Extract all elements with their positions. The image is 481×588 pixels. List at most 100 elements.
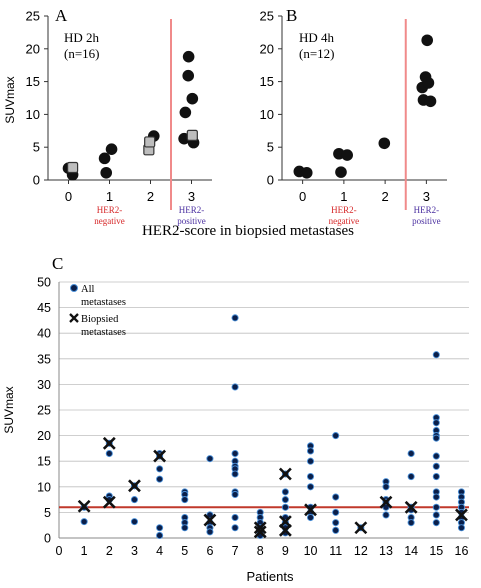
panel-c-metastasis-dot-point — [156, 524, 164, 532]
panel-c-y-tick-label: 5 — [44, 506, 51, 520]
panel-c-y-tick-label: 15 — [37, 455, 51, 469]
panel-c-y-tick-label: 35 — [37, 352, 51, 366]
panel-c-metastasis-dot-point — [130, 518, 139, 526]
panel-c-metastasis-dot-point — [156, 531, 164, 539]
panel-c-y-tick-label: 40 — [37, 327, 51, 341]
panel-c-biopsied-cross-point — [278, 467, 292, 481]
panel-c-metastasis-dot-point — [130, 496, 139, 504]
panel-b-dark-circle-point — [300, 166, 313, 179]
shared-x-axis-label: HER2-score in biopsied metastases — [142, 223, 354, 239]
panel-c-metastasis-dot-point — [231, 470, 239, 478]
panel-b-annotation-line2: (n=12) — [299, 46, 335, 61]
panel-b-dark-circle-point — [421, 34, 434, 47]
panel-b-her2-negative-label-line1: HER2- — [331, 205, 357, 215]
panel-c-x-tick-label: 16 — [455, 544, 469, 558]
panel-c-metastasis-dot-point — [432, 511, 440, 519]
panel-a-ylabel: SUVmax — [3, 76, 17, 123]
panel-c-x-tick-label: 14 — [404, 544, 418, 558]
panel-c-biopsied-cross-point — [379, 495, 393, 509]
panel-b-her2-positive-label-line2: positive — [412, 216, 441, 226]
panel-c-metastasis-dot-point — [382, 503, 390, 511]
panel-c-letter: C — [52, 254, 63, 273]
panel-c-y-tick-label: 20 — [37, 429, 51, 443]
panel-c-biopsied-cross-point — [354, 521, 368, 535]
panel-c-biopsied-cross-point — [77, 499, 91, 513]
panel-b-dark-circle-point — [378, 137, 391, 150]
panel-b-her2-positive-label-line1: HER2- — [414, 205, 440, 215]
panel-b-y-tick-label: 20 — [260, 41, 274, 56]
panel-c-metastasis-dot-point — [206, 528, 214, 536]
panel-c-metastasis-dot-point — [156, 465, 164, 473]
panel-b-her2-negative-label-line2: negative — [329, 216, 360, 226]
panel-b-y-tick-label: 25 — [260, 9, 274, 24]
panel-c-metastasis-dot-point — [332, 493, 340, 501]
panel-c-biopsied-cross-point — [203, 513, 217, 527]
panel-c-metastasis-dot-point — [306, 513, 315, 522]
panel-a-dark-circle-point — [100, 166, 113, 179]
panel-b-y-tick-label: 15 — [260, 74, 274, 89]
panel-c-x-tick-label: 15 — [429, 544, 443, 558]
legend-biopsied-line1: Biopsied — [81, 314, 119, 325]
panel-c-biopsied-cross-point — [253, 521, 267, 535]
panel-b-dark-circle-point — [422, 77, 435, 89]
panel-c-metastasis-dot-point — [181, 524, 189, 532]
legend-cross-marker — [69, 313, 79, 323]
panel-a-x-tick-label: 3 — [188, 189, 195, 204]
panel-c-x-tick-label: 12 — [354, 544, 368, 558]
legend-dot-marker — [70, 284, 78, 292]
panel-c-metastasis-dot-point — [231, 524, 239, 532]
panel-c-biopsied-cross-point — [278, 523, 292, 537]
panel-c-metastasis-dot-point — [105, 449, 113, 458]
panel-c-biopsied-cross-point — [304, 503, 317, 517]
panel-a-y-tick-label: 0 — [33, 173, 40, 188]
panel-a-letter: A — [55, 6, 68, 25]
panel-c-metastasis-dot-point — [382, 511, 390, 519]
panel-c-y-tick-label: 50 — [37, 276, 51, 290]
panel-c-metastasis-dot-point — [306, 473, 315, 481]
panel-a-grey-square-point — [144, 136, 156, 148]
panel-c-x-tick-label: 9 — [282, 544, 289, 558]
panel-c-metastasis-dot-point — [306, 447, 315, 455]
panel-c-metastasis-dot-point — [306, 483, 315, 491]
panel-a-y-tick-label: 10 — [26, 107, 40, 122]
panel-b-dark-circle-point — [424, 95, 437, 108]
panel-c-legend: All metastases Biopsied metastases — [69, 284, 126, 338]
legend-all-line2: metastases — [81, 297, 126, 308]
panel-a-annotation-line1: HD 2h — [64, 30, 100, 45]
panel-c-metastasis-dot-point — [332, 519, 340, 527]
panel-a-dark-circle-point — [182, 69, 195, 82]
panel-c-biopsied-cross-point — [404, 500, 418, 514]
panel-c-biopsied-cross-point — [102, 495, 116, 509]
panel-a-annotation-line2: (n=16) — [64, 46, 100, 61]
legend-biopsied-line2: metastases — [81, 327, 126, 338]
panel-b-x-tick-label: 0 — [299, 189, 306, 204]
panel-c-metastasis-dot-point — [432, 493, 440, 501]
panel-c-metastasis-dot-point — [407, 519, 415, 527]
panel-c-biopsied-cross-point — [153, 449, 167, 463]
panel-c-y-tick-label: 45 — [37, 301, 51, 315]
panel-b-points — [293, 34, 437, 179]
panel-b-dark-circle-point — [335, 166, 347, 178]
panel-b-y-tick-label: 5 — [267, 140, 274, 155]
panel-c-y-tick-label: 10 — [37, 480, 51, 494]
panel-c-metastasis-dot-point — [281, 496, 289, 504]
panel-c-xlabel: Patients — [247, 569, 294, 584]
panel-a-y-tick-label: 5 — [33, 140, 40, 155]
legend-all-line1: All — [81, 284, 95, 295]
panel-c-metastasis-dot-point — [457, 524, 466, 532]
panel-c-metastasis-dot-point — [206, 511, 214, 519]
panel-c-metastasis-dot-point — [432, 462, 440, 470]
panel-c-x-tick-label: 3 — [131, 544, 138, 558]
panel-c-metastasis-dot-point — [432, 452, 440, 460]
panel-c-metastasis-dot-point — [432, 473, 440, 481]
panel-c-y-tick-label: 25 — [37, 404, 51, 418]
panel-c-metastasis-dot-point — [231, 490, 239, 499]
panel-a-dark-circle-point — [98, 152, 111, 165]
panel-b-x-tick-label: 3 — [423, 189, 430, 204]
panel-c-x-tick-label: 13 — [379, 544, 393, 558]
panel-c-y-tick-label: 30 — [37, 378, 51, 392]
